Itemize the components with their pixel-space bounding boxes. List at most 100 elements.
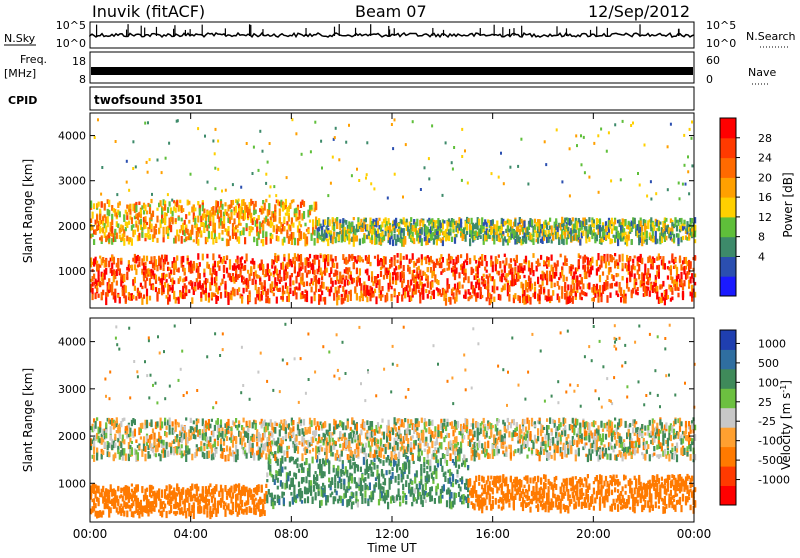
heatmap-cell xyxy=(659,256,661,259)
heatmap-cell xyxy=(513,274,515,278)
heatmap-cell xyxy=(99,214,101,220)
colorbar-swatch xyxy=(720,197,736,217)
heatmap-cell xyxy=(475,260,477,264)
heatmap-cell xyxy=(347,295,349,302)
heatmap-cell xyxy=(283,492,285,496)
heatmap-cell xyxy=(445,141,447,144)
heatmap-cell xyxy=(98,294,100,298)
heatmap-cell xyxy=(277,256,279,261)
heatmap-cell xyxy=(288,216,290,222)
heatmap-cell xyxy=(650,198,652,201)
heatmap-cell xyxy=(324,297,326,305)
heatmap-cell xyxy=(453,146,455,149)
heatmap-cell xyxy=(328,468,330,475)
heatmap-cell xyxy=(197,216,199,223)
heatmap-cell xyxy=(446,500,448,507)
heatmap-cell xyxy=(514,293,516,299)
heatmap-cell xyxy=(226,255,228,258)
heatmap-cell xyxy=(184,220,186,225)
heatmap-cell xyxy=(620,178,622,181)
heatmap-cell xyxy=(687,170,689,173)
heatmap-cell xyxy=(498,254,500,257)
heatmap-cell xyxy=(330,267,332,270)
heatmap-cell xyxy=(155,229,157,235)
heatmap-cell xyxy=(440,458,442,465)
heatmap-cell xyxy=(255,280,257,285)
heatmap-cell xyxy=(474,255,476,260)
heatmap-cell xyxy=(265,173,267,176)
heatmap-cell xyxy=(196,278,198,282)
heatmap-cell xyxy=(181,236,183,244)
heatmap-cell xyxy=(259,278,261,282)
heatmap-cell xyxy=(166,279,168,283)
heatmap-cell xyxy=(188,201,190,205)
heatmap-cell xyxy=(161,511,163,517)
heatmap-cell xyxy=(259,130,261,133)
heatmap-cell xyxy=(146,277,148,281)
heatmap-cell xyxy=(111,226,113,234)
heatmap-cell xyxy=(156,238,158,243)
heatmap-cell xyxy=(631,239,633,245)
heatmap-cell xyxy=(431,486,433,491)
heatmap-cell xyxy=(443,484,445,491)
heatmap-cell xyxy=(321,291,323,296)
heatmap-cell xyxy=(264,510,266,516)
heatmap-cell xyxy=(294,261,296,267)
heatmap-cell xyxy=(554,283,556,287)
heatmap-cell xyxy=(605,262,607,269)
heatmap-cell xyxy=(281,482,283,489)
heatmap-cell xyxy=(102,290,104,296)
heatmap-cell xyxy=(540,255,542,260)
heatmap-cell xyxy=(220,210,222,218)
heatmap-cell xyxy=(555,271,557,276)
heatmap-cell xyxy=(217,140,219,143)
heatmap-cell xyxy=(420,495,422,500)
heatmap-cell xyxy=(92,288,94,295)
heatmap-cell xyxy=(199,262,201,267)
heatmap-cell xyxy=(221,204,223,210)
heatmap-cell xyxy=(190,237,192,240)
power-heatmap xyxy=(90,118,696,306)
heatmap-cell xyxy=(255,201,257,207)
heatmap-cell xyxy=(676,225,678,231)
heatmap-cell xyxy=(175,208,177,213)
heatmap-cell xyxy=(303,282,305,287)
heatmap-cell xyxy=(172,217,174,225)
heatmap-cell xyxy=(185,293,187,296)
heatmap-cell xyxy=(583,136,585,139)
heatmap-cell xyxy=(312,457,314,464)
heatmap-cell xyxy=(505,258,507,266)
heatmap-cell xyxy=(667,295,669,299)
heatmap-cell xyxy=(442,223,444,230)
heatmap-cell xyxy=(315,202,317,210)
heatmap-cell xyxy=(208,231,210,239)
heatmap-cell xyxy=(333,293,335,301)
heatmap-cell xyxy=(610,179,612,182)
heatmap-cell xyxy=(155,224,157,228)
heatmap-cell xyxy=(576,144,578,147)
heatmap-cell xyxy=(135,296,137,301)
heatmap-cell xyxy=(214,223,216,228)
heatmap-cell xyxy=(536,268,538,272)
heatmap-cell xyxy=(283,291,285,295)
heatmap-cell xyxy=(566,263,568,266)
freq-unit: [MHz] xyxy=(4,67,36,80)
heatmap-cell xyxy=(253,261,255,265)
heatmap-cell xyxy=(265,199,267,203)
heatmap-cell xyxy=(209,221,211,226)
heatmap-cell xyxy=(454,274,456,281)
heatmap-cell xyxy=(193,511,195,519)
heatmap-cell xyxy=(309,211,311,216)
heatmap-cell xyxy=(444,472,446,475)
heatmap-cell xyxy=(437,463,439,467)
heatmap-cell xyxy=(502,260,504,263)
heatmap-cell xyxy=(141,286,143,289)
heatmap-cell xyxy=(480,235,482,239)
heatmap-cell xyxy=(246,223,248,228)
heatmap-cell xyxy=(691,273,693,279)
heatmap-cell xyxy=(455,463,457,468)
heatmap-cell xyxy=(135,221,137,224)
nave-label: Nave xyxy=(748,66,776,79)
heatmap-cell xyxy=(232,183,234,186)
heatmap-cell xyxy=(348,124,350,127)
